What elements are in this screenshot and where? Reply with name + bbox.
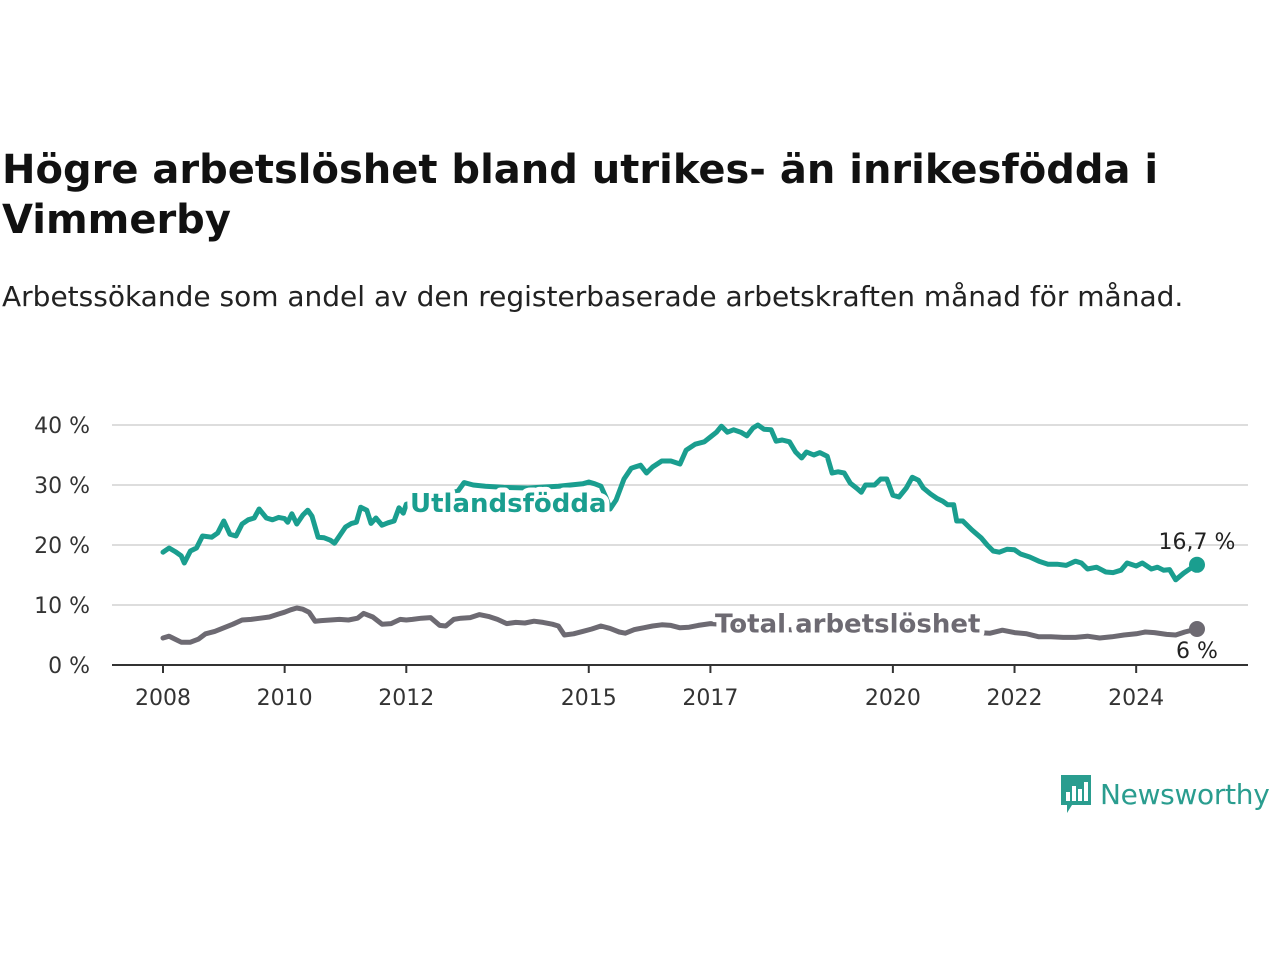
brand-name: Newsworthy: [1100, 777, 1270, 811]
end-label-utlandsfodda: 16,7 %: [1159, 530, 1236, 555]
newsworthy-logo: Newsworthy: [1058, 772, 1270, 816]
x-tick-label: 2012: [378, 686, 434, 711]
series-lines: [160, 422, 1205, 645]
series-line-total-arbetsloshet: [160, 605, 1200, 645]
chart-subtitle: Arbetssökande som andel av den registerb…: [2, 280, 1184, 313]
x-tick-label: 2010: [257, 686, 313, 711]
y-tick-label: 0 %: [48, 654, 90, 679]
x-tick-label: 2008: [135, 686, 191, 711]
y-tick-label: 30 %: [34, 474, 90, 499]
grid-lines: [112, 424, 1248, 606]
bar-chart-bubble-icon: [1061, 775, 1091, 813]
y-axis-ticks: 0 % 10 % 20 % 30 % 40 %: [34, 414, 90, 679]
end-point-total-arbetsloshet: [1189, 621, 1205, 637]
x-axis-ticks: 2008 2010 2012 2015 2017 2020 2022 2024: [112, 664, 1248, 711]
x-tick-label: 2024: [1108, 686, 1164, 711]
x-tick-label: 2022: [987, 686, 1043, 711]
x-tick-label: 2020: [865, 686, 921, 711]
line-chart: 0 % 10 % 20 % 30 % 40 % 2008 2010 2012 2015 2017…: [34, 414, 1248, 711]
y-tick-label: 10 %: [34, 594, 90, 619]
end-label-total-arbetsloshet: 6 %: [1176, 639, 1218, 664]
x-tick-label: 2017: [682, 686, 738, 711]
x-tick-label: 2015: [561, 686, 617, 711]
series-labels: Utlandsfödda Total arbetslöshet 16,7 % 6 %: [405, 484, 1236, 664]
y-tick-label: 20 %: [34, 534, 90, 559]
series-line-utlandsfodda: [160, 422, 1200, 583]
end-point-utlandsfodda: [1189, 556, 1205, 573]
series-label-total-arbetsloshet: Total arbetslöshet: [715, 610, 980, 640]
chart-title: Högre arbetslöshet bland utrikes- än inr…: [2, 147, 1159, 243]
series-label-utlandsfodda: Utlandsfödda: [410, 489, 607, 519]
y-tick-label: 40 %: [34, 414, 90, 439]
